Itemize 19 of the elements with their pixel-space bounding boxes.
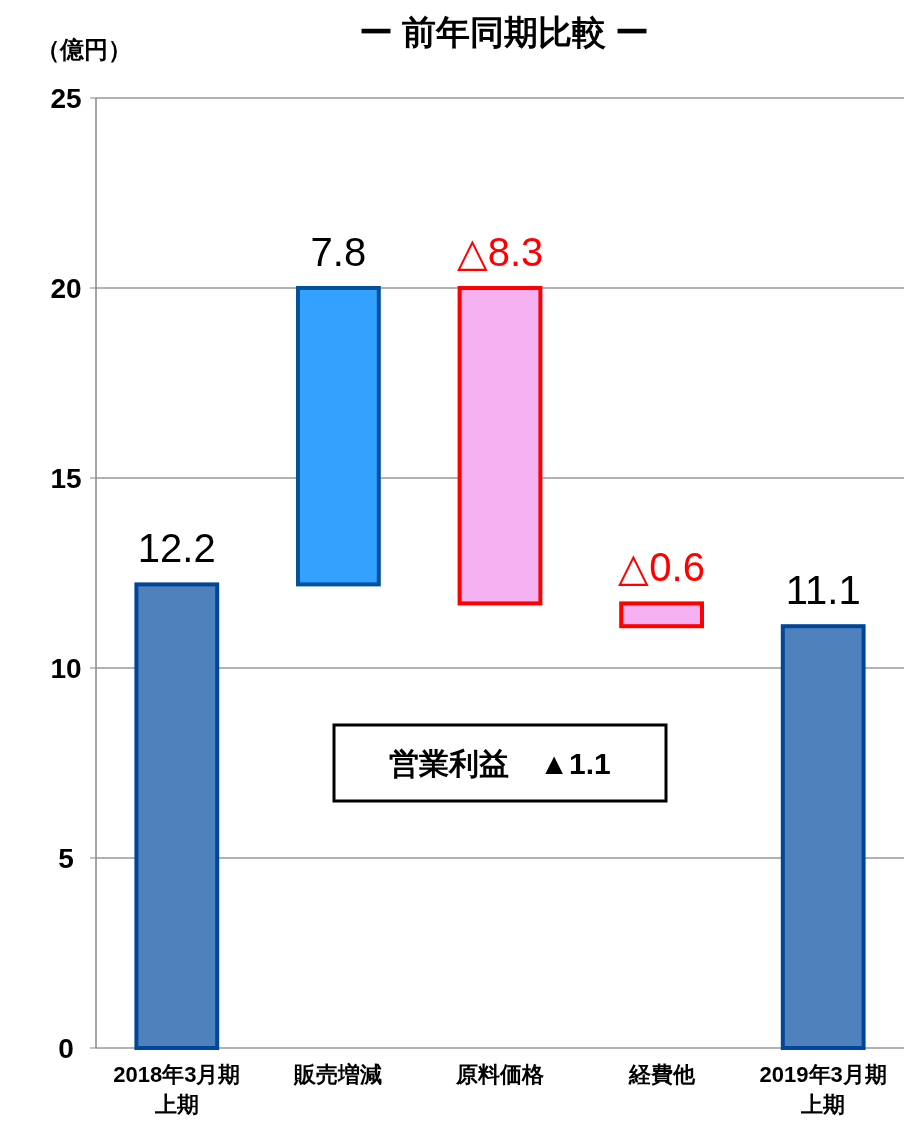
chart-title: ー 前年同期比較 ー <box>358 13 650 51</box>
x-tick-label: 原料価格 <box>455 1062 545 1087</box>
y-tick-label: 25 <box>50 82 82 114</box>
data-label: 11.1 <box>785 568 861 613</box>
y-tick-label: 10 <box>50 652 82 684</box>
annotation: 営業利益 ▲1.1 <box>389 746 611 780</box>
y-tick-label: 0 <box>58 1032 74 1064</box>
y-tick-label: 15 <box>50 462 82 494</box>
x-tick-label: 経費他 <box>627 1062 696 1087</box>
data-label: 7.8 <box>310 230 367 274</box>
y-tick-label: 20 <box>50 272 82 304</box>
x-tick-label: 2018年3月期上期 <box>113 1062 241 1117</box>
data-label: 12.2 <box>137 526 216 571</box>
x-tick-label: 販売増減 <box>293 1062 383 1087</box>
y-tick-label: 5 <box>58 842 74 874</box>
data-label: △8.3 <box>456 230 544 274</box>
data-label: △0.6 <box>618 545 705 590</box>
y-axis-title: （億円） <box>36 36 132 63</box>
x-tick-label: 2019年3月期上期 <box>759 1062 887 1117</box>
